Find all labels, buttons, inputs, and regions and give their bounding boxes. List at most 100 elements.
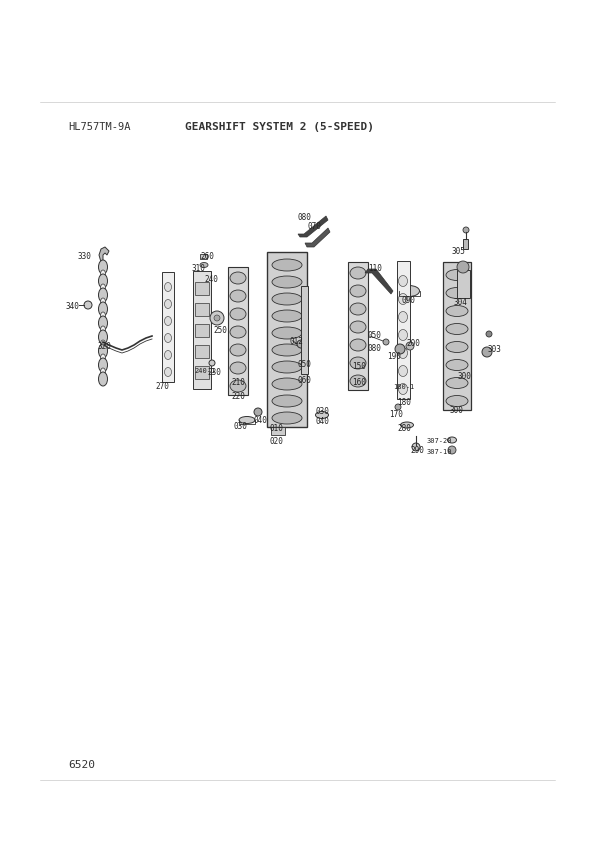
Polygon shape [305,228,330,247]
Polygon shape [348,262,368,390]
Text: 180: 180 [397,398,411,407]
Ellipse shape [230,344,246,356]
Ellipse shape [99,330,108,344]
Ellipse shape [99,274,108,288]
Circle shape [457,261,469,273]
Ellipse shape [446,323,468,334]
Text: GEARSHIFT SYSTEM 2 (5-SPEED): GEARSHIFT SYSTEM 2 (5-SPEED) [185,122,374,132]
Ellipse shape [101,312,105,320]
Ellipse shape [272,344,302,356]
Ellipse shape [101,298,105,306]
Text: 110: 110 [368,264,382,273]
Ellipse shape [400,422,414,428]
Circle shape [383,339,389,345]
Text: 180-1: 180-1 [393,384,414,390]
Ellipse shape [99,288,108,302]
Ellipse shape [399,275,408,286]
Text: 070: 070 [307,222,321,231]
Polygon shape [195,366,209,379]
Text: 250: 250 [213,326,227,335]
Circle shape [395,344,405,354]
Text: 170: 170 [389,410,403,419]
Ellipse shape [350,357,366,369]
Ellipse shape [272,412,302,424]
Polygon shape [271,427,285,435]
Circle shape [254,408,262,416]
Text: 240-1: 240-1 [194,368,215,374]
Text: 020: 020 [269,437,283,446]
Ellipse shape [447,437,456,443]
Text: 160: 160 [352,378,366,387]
Text: 090: 090 [402,296,416,305]
Ellipse shape [272,310,302,322]
Text: 307-10: 307-10 [427,449,453,455]
Ellipse shape [230,326,246,338]
Circle shape [412,443,420,451]
Ellipse shape [446,360,468,370]
Text: 220: 220 [231,392,245,401]
Ellipse shape [230,362,246,374]
Ellipse shape [101,340,105,348]
Ellipse shape [101,368,105,376]
Ellipse shape [446,342,468,353]
Text: 080: 080 [298,213,312,222]
Ellipse shape [446,306,468,317]
Ellipse shape [399,312,408,322]
Text: 010: 010 [269,424,283,433]
Ellipse shape [164,283,171,291]
Circle shape [482,347,492,357]
Text: 305: 305 [451,247,465,256]
Polygon shape [365,269,393,294]
Polygon shape [162,272,174,382]
Text: 280: 280 [397,424,411,433]
Ellipse shape [230,308,246,320]
Ellipse shape [446,377,468,388]
Ellipse shape [399,348,408,359]
Text: 310: 310 [192,264,206,273]
Ellipse shape [272,361,302,373]
Ellipse shape [230,272,246,284]
Ellipse shape [164,350,171,360]
Polygon shape [267,252,307,427]
Ellipse shape [230,380,246,392]
Ellipse shape [272,276,302,288]
Circle shape [209,360,215,366]
Text: 040: 040 [316,417,330,426]
Ellipse shape [446,269,468,280]
Text: 230: 230 [207,368,221,377]
Text: 260: 260 [200,252,214,261]
Text: 303: 303 [487,345,501,354]
Circle shape [214,315,220,321]
Text: 200: 200 [406,339,420,348]
Ellipse shape [350,339,366,351]
Ellipse shape [399,383,408,395]
Ellipse shape [350,267,366,279]
Circle shape [486,331,492,337]
Ellipse shape [272,327,302,339]
Circle shape [406,342,414,350]
Polygon shape [463,239,468,249]
Polygon shape [193,271,211,389]
Ellipse shape [200,263,208,268]
Polygon shape [301,286,308,374]
Circle shape [395,404,401,410]
Ellipse shape [164,333,171,343]
Text: 240: 240 [204,275,218,284]
Text: 307-20: 307-20 [427,438,453,444]
Text: 6520: 6520 [68,760,95,770]
Ellipse shape [101,354,105,362]
Ellipse shape [99,344,108,358]
Ellipse shape [101,284,105,292]
Polygon shape [195,282,209,295]
Ellipse shape [99,372,108,386]
Ellipse shape [99,302,108,316]
Text: 012: 012 [290,337,304,346]
Ellipse shape [230,290,246,302]
Ellipse shape [272,395,302,407]
Text: 040: 040 [253,416,267,425]
Ellipse shape [272,259,302,271]
Ellipse shape [399,294,408,305]
Ellipse shape [446,287,468,299]
Text: 050: 050 [367,331,381,340]
Polygon shape [195,324,209,337]
